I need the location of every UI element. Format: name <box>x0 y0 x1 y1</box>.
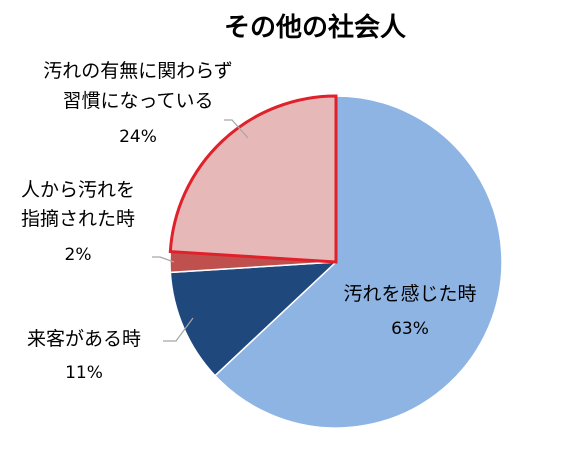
leader-line-1 <box>163 317 194 342</box>
slice-percent-3: 24% <box>119 127 157 147</box>
slice-percent-0: 63% <box>391 319 429 339</box>
slice-label-3-line-0: 汚れの有無に関わらず <box>43 60 233 82</box>
slice-label-2-line-1: 指摘された時 <box>21 208 135 230</box>
slice-label-1-line-0: 来客がある時 <box>27 328 141 350</box>
slice-percent-1: 11% <box>65 363 103 383</box>
slice-percent-2: 2% <box>65 245 92 265</box>
pie-slices <box>168 94 503 429</box>
slice-label-0-line-0: 汚れを感じた時 <box>343 283 476 305</box>
pie-slice-1 <box>169 261 339 377</box>
leader-lines <box>152 119 249 342</box>
leader-line-3 <box>224 119 249 139</box>
pie-slice-3 <box>168 94 338 264</box>
chart-title: その他の社会人 <box>224 12 406 43</box>
leader-line-2 <box>152 256 175 263</box>
pie-slice-0 <box>213 95 503 429</box>
slice-label-3-line-1: 習慣になっている <box>62 90 213 112</box>
slice-label-2-line-0: 人から汚れを <box>21 179 135 201</box>
